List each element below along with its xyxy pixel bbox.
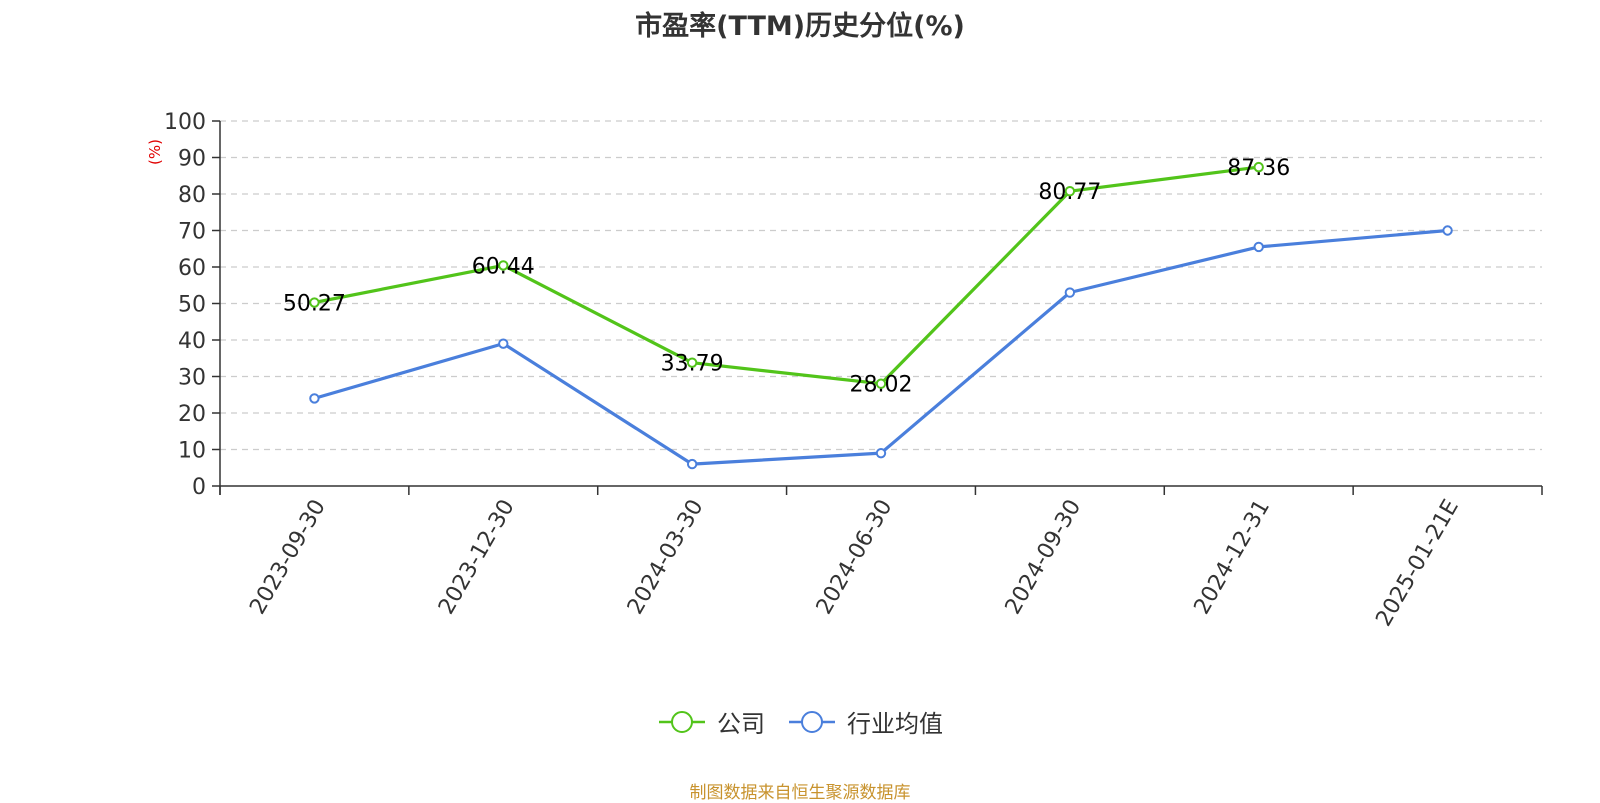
data-point (1442, 225, 1453, 236)
data-point (1064, 287, 1076, 298)
y-tick-label: 60 (178, 256, 206, 281)
series-line-0 (314, 165, 1259, 386)
chart-title: 市盈率(TTM)历史分位(%) (635, 11, 965, 42)
data-label: 50.27 (283, 292, 346, 317)
data-point (309, 297, 320, 308)
legend-label: 公司 (717, 710, 765, 738)
y-tick-label: 40 (178, 329, 206, 354)
data-label: 87.36 (1227, 156, 1290, 181)
data-point (875, 447, 887, 459)
legend-marker (801, 710, 823, 733)
data-label: 80.77 (1038, 180, 1101, 205)
y-tick-label: 90 (178, 147, 206, 172)
legend-symbol (789, 710, 835, 733)
legend-label: 行业均值 (847, 710, 943, 738)
grid-lines (220, 120, 1542, 451)
x-tick-label: 2025-01-21E (1371, 496, 1464, 631)
data-labels: 50.27 60.44 33.79 28.02 80.77 87.36 (283, 156, 1290, 398)
data-point (1253, 161, 1264, 173)
data-label: 60.44 (472, 254, 535, 279)
axes: 0 10 20 30 40 50 60 70 80 90 100 2023-09-30 2023-12-… (164, 110, 1543, 631)
series-lines (309, 161, 1453, 470)
legend-item[interactable]: 行业均值 (787, 704, 943, 739)
legend-item[interactable]: 公司 (657, 704, 765, 739)
x-tick-label: 2024-03-30 (623, 496, 709, 619)
y-tick-label: 0 (192, 475, 206, 500)
y-tick-label: 50 (178, 293, 206, 318)
data-point (498, 338, 509, 349)
y-tick-label: 80 (178, 183, 206, 208)
y-tick-label: 100 (164, 110, 206, 135)
legend-marker (671, 710, 693, 733)
x-tick-label: 2023-12-30 (434, 496, 520, 619)
x-tick-label: 2024-06-30 (812, 496, 898, 619)
y-tick-label: 70 (178, 220, 206, 245)
data-label: 33.79 (661, 352, 724, 377)
y-tick-label: 10 (178, 439, 206, 464)
data-point (686, 357, 698, 368)
data-label: 28.02 (850, 373, 913, 398)
data-point (309, 393, 320, 404)
x-tick-label: 2023-09-30 (245, 496, 331, 619)
x-tick-label: 2024-09-30 (1001, 496, 1087, 619)
legend: 公司 行业均值 (0, 704, 1600, 739)
data-point (1253, 241, 1264, 253)
source-note: 制图数据来自恒生聚源数据库 (689, 783, 911, 803)
data-point (686, 458, 698, 470)
y-axis-label: (%) (146, 139, 164, 165)
y-tick-label: 30 (178, 366, 206, 391)
data-point (498, 260, 509, 271)
legend-symbol (659, 710, 705, 733)
x-tick-label: 2024-12-31 (1190, 496, 1276, 619)
y-tick-label: 20 (178, 402, 206, 427)
data-point (875, 378, 887, 389)
data-point (1064, 185, 1076, 197)
